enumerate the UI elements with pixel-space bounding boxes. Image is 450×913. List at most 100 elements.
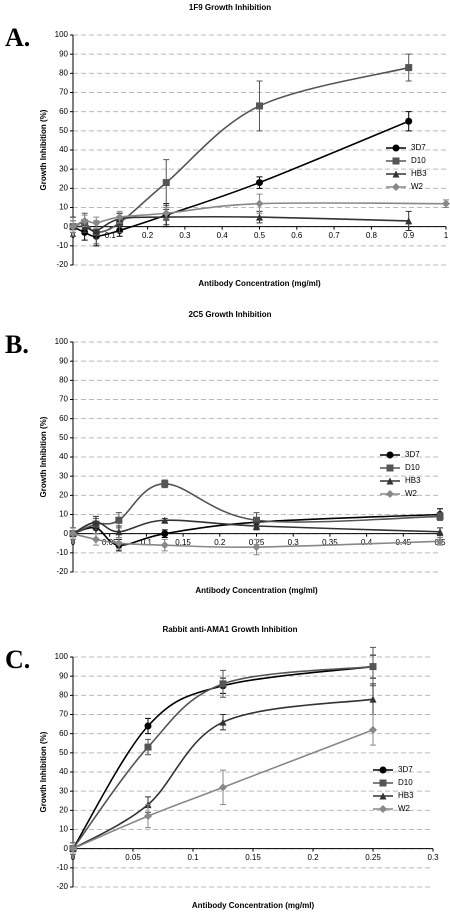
x-tick-label: 0.35 [322,538,338,547]
marker [386,477,394,485]
marker [436,537,444,546]
x-tick-label: 0.2 [142,231,154,240]
marker [219,783,227,792]
y-tick-label: 80 [59,690,68,699]
series-line [72,729,374,850]
y-tick-label: 80 [59,68,68,77]
x-tick-label: 0.15 [175,538,191,547]
legend-label: D10 [398,778,413,787]
legend-label: HB3 [398,791,414,800]
x-tick-label: 0.15 [245,853,261,862]
x-tick-label: 0.3 [427,853,439,862]
y-tick-label: 90 [59,671,68,680]
marker [256,213,263,221]
marker [252,543,261,552]
marker [256,179,263,187]
y-tick-label: 100 [55,652,69,661]
marker [392,144,400,152]
marker [144,812,152,821]
y-tick-label: -10 [56,863,68,872]
y-axis-title: Growth Inhibition (%) [39,731,48,812]
x-tick-label: 0.3 [288,538,300,547]
y-axis-title: Growth Inhibition (%) [39,109,48,190]
series-line [72,698,374,850]
marker [379,766,387,774]
y-tick-label: -20 [56,260,68,269]
marker [92,218,101,227]
series-line [72,665,374,850]
legend-label: D10 [405,463,420,472]
y-tick-label: 40 [59,452,68,461]
x-tick-label: 1 [444,231,449,240]
legend-label: W2 [405,489,418,498]
marker [386,451,394,459]
marker [379,779,387,787]
x-tick-label: 0.3 [179,231,191,240]
marker [253,522,260,530]
marker [369,725,377,734]
marker [219,680,227,688]
y-tick-label: -10 [56,548,68,557]
marker [114,539,123,548]
marker [436,512,444,520]
x-tick-label: 0.7 [329,231,341,240]
y-tick-label: 90 [59,49,68,58]
marker [405,117,413,125]
marker [256,102,263,110]
marker [115,516,123,524]
chart-title: 1F9 Growth Inhibition [189,3,271,12]
x-tick-label: 0 [71,538,76,547]
marker [392,170,400,178]
marker [442,199,450,208]
legend-label: W2 [398,804,411,813]
chart-title: Rabbit anti-AMA1 Growth Inhibition [162,625,297,634]
x-tick-label: 0 [71,853,76,862]
marker [69,844,77,853]
chart-title: 2C5 Growth Inhibition [188,310,271,319]
x-tick-label: 0.1 [141,538,153,547]
marker [405,64,413,72]
x-tick-label: 0.8 [366,231,378,240]
marker [392,183,400,191]
marker [379,792,387,800]
y-tick-label: 70 [59,395,68,404]
panel-label: A. [5,23,30,52]
y-tick-label: 30 [59,471,68,480]
y-tick-label: 30 [59,164,68,173]
y-tick-label: 90 [59,356,68,365]
y-tick-label: 50 [59,126,68,135]
y-tick-label: 100 [55,337,69,346]
marker [379,805,387,813]
marker [115,528,123,536]
legend-label: HB3 [405,476,421,485]
y-tick-label: 40 [59,767,68,776]
y-tick-label: 80 [59,375,68,384]
x-tick-label: 0.1 [187,853,199,862]
marker [92,518,100,526]
y-tick-label: 100 [55,30,69,39]
marker [69,529,77,538]
legend-label: HB3 [411,169,427,178]
y-tick-label: 40 [59,145,68,154]
x-axis-title: Antibody Concentration (mg/ml) [195,586,318,595]
marker [161,480,169,488]
y-tick-label: -10 [56,241,68,250]
x-tick-label: 0.4 [361,538,373,547]
x-tick-label: 0.05 [125,853,141,862]
marker [253,516,260,524]
marker [392,157,400,165]
marker [386,464,394,472]
y-tick-label: 60 [59,107,68,116]
x-axis-title: Antibody Concentration (mg/ml) [198,279,321,288]
marker [80,216,89,225]
y-tick-label: 20 [59,805,68,814]
marker [255,199,264,208]
marker [92,227,100,234]
series-line [72,665,374,850]
y-tick-label: 60 [59,414,68,423]
marker [369,695,377,703]
legend-label: D10 [411,156,426,165]
legend-label: 3D7 [398,765,413,774]
y-tick-label: 10 [59,825,68,834]
